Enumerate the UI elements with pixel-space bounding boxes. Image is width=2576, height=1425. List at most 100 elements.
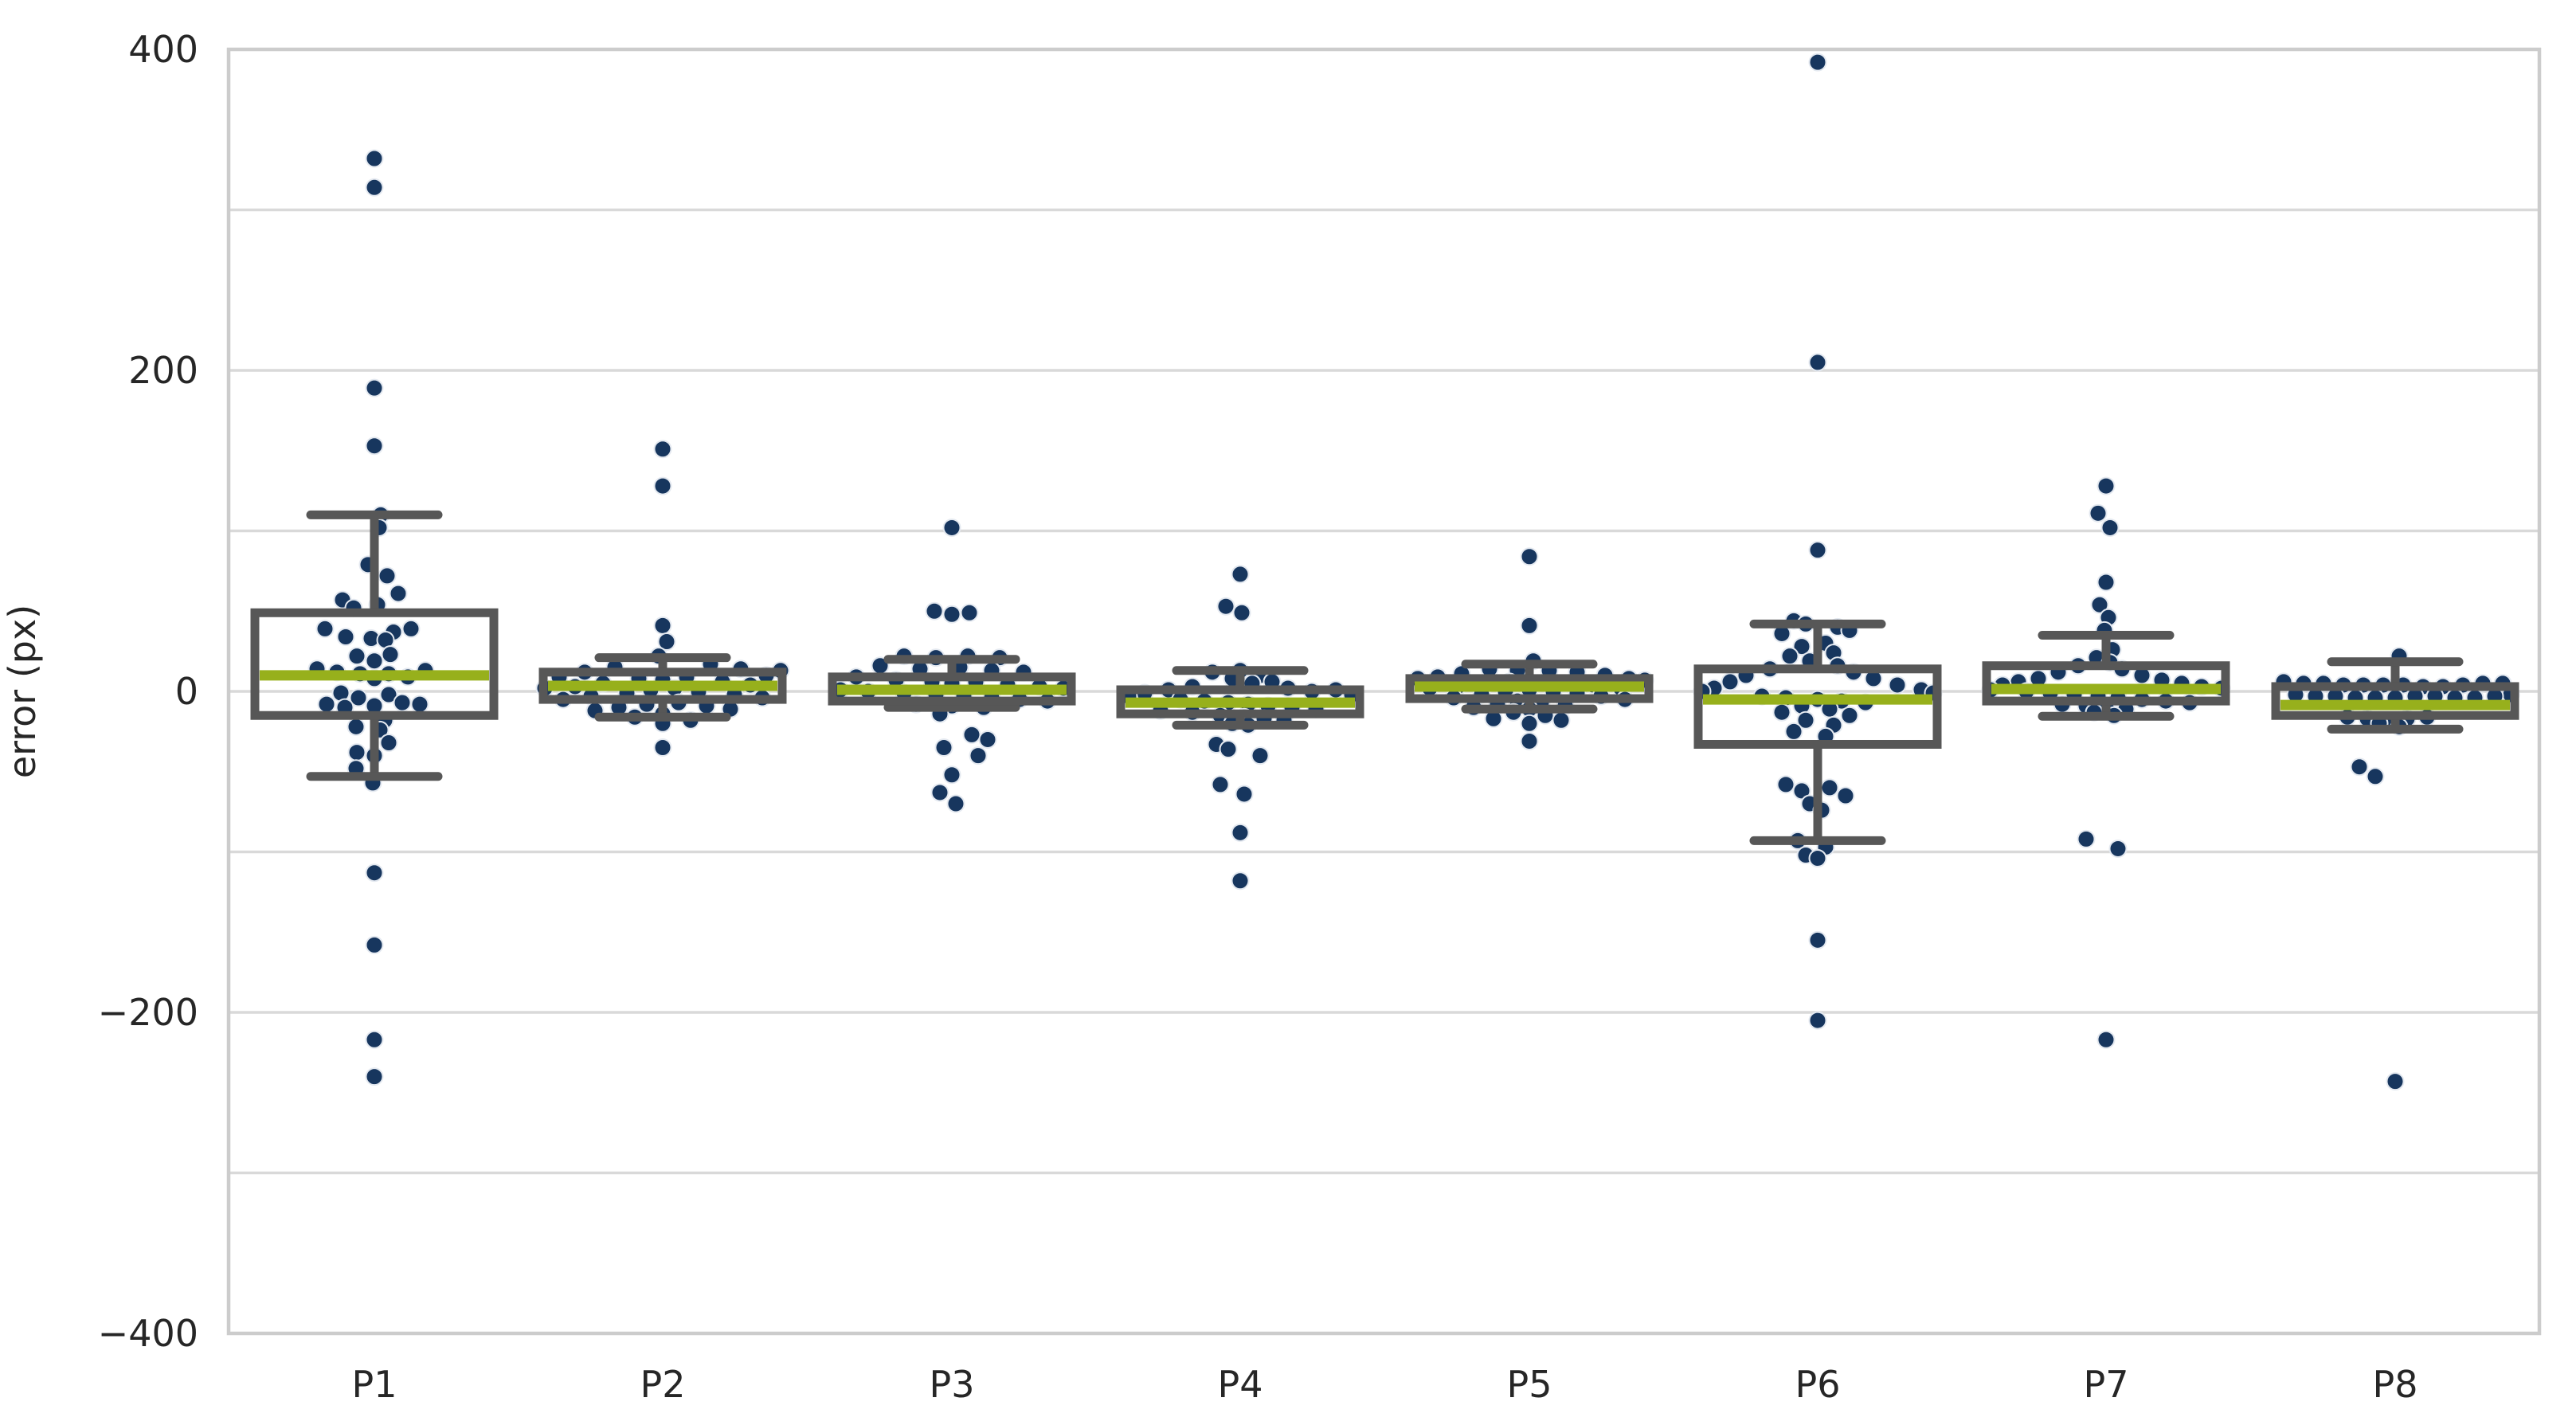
data-point bbox=[1808, 541, 1827, 560]
data-point bbox=[365, 935, 384, 954]
y-tick-label: 200 bbox=[128, 349, 198, 392]
x-tick-label: P1 bbox=[351, 1363, 397, 1406]
data-point bbox=[960, 603, 979, 622]
data-point bbox=[346, 717, 366, 736]
data-point bbox=[657, 632, 676, 652]
data-point bbox=[1520, 547, 1539, 566]
data-point bbox=[930, 783, 949, 802]
y-tick-label: 400 bbox=[128, 28, 198, 71]
y-tick-label: −400 bbox=[98, 1312, 198, 1355]
data-point bbox=[1232, 603, 1251, 622]
box bbox=[1405, 674, 1654, 703]
box bbox=[1116, 685, 1364, 718]
data-point bbox=[347, 647, 366, 666]
data-point bbox=[1520, 731, 1539, 750]
x-tick-label: P5 bbox=[1506, 1363, 1552, 1406]
data-point bbox=[2100, 518, 2120, 537]
data-point bbox=[401, 619, 421, 638]
box bbox=[1693, 664, 1942, 749]
data-point bbox=[1784, 722, 1803, 741]
data-point bbox=[2366, 767, 2385, 786]
data-point bbox=[1820, 778, 1839, 797]
data-point bbox=[365, 1067, 384, 1086]
data-point bbox=[1231, 871, 1250, 891]
data-point bbox=[315, 619, 335, 638]
box bbox=[250, 608, 499, 720]
data-point bbox=[1772, 703, 1791, 722]
data-point bbox=[934, 738, 953, 758]
data-point bbox=[1888, 675, 1907, 695]
data-point bbox=[1235, 785, 1254, 804]
data-point bbox=[1520, 714, 1539, 733]
data-point bbox=[1211, 775, 1230, 794]
data-point bbox=[1840, 706, 1859, 725]
data-point bbox=[336, 627, 355, 646]
data-point bbox=[1721, 672, 1740, 691]
data-point bbox=[1808, 930, 1827, 949]
data-point bbox=[942, 765, 961, 785]
box bbox=[1982, 661, 2230, 706]
data-point bbox=[365, 178, 384, 197]
data-point bbox=[942, 518, 961, 537]
data-point bbox=[653, 476, 672, 495]
data-point bbox=[1808, 53, 1827, 72]
data-point bbox=[393, 693, 412, 712]
data-point bbox=[1808, 1011, 1827, 1030]
x-tick-label: P7 bbox=[2083, 1363, 2128, 1406]
y-tick-label: 0 bbox=[175, 670, 198, 713]
data-point bbox=[1776, 775, 1795, 794]
data-point bbox=[925, 601, 944, 621]
data-point bbox=[2077, 829, 2096, 848]
y-axis-label: error (px) bbox=[1, 605, 44, 778]
data-point bbox=[379, 685, 398, 704]
data-point bbox=[1231, 823, 1250, 842]
data-point bbox=[1520, 616, 1539, 635]
data-point bbox=[2089, 503, 2108, 523]
x-tick-label: P4 bbox=[1217, 1363, 1263, 1406]
data-point bbox=[365, 378, 384, 397]
data-point bbox=[365, 437, 384, 456]
data-point bbox=[1231, 565, 1250, 584]
data-point bbox=[653, 738, 672, 758]
box bbox=[538, 667, 787, 704]
data-point bbox=[2090, 595, 2109, 614]
data-point bbox=[1552, 711, 1571, 730]
plot-border bbox=[226, 47, 2542, 1336]
data-point bbox=[962, 725, 981, 744]
x-tick-label: P2 bbox=[640, 1363, 685, 1406]
data-point bbox=[969, 746, 988, 765]
data-point bbox=[2350, 758, 2369, 777]
data-point bbox=[2096, 476, 2116, 495]
data-point bbox=[1836, 786, 1855, 805]
data-point bbox=[347, 743, 366, 762]
data-point bbox=[1792, 637, 1811, 656]
data-point bbox=[349, 688, 368, 707]
x-tick-label: P8 bbox=[2372, 1363, 2417, 1406]
data-point bbox=[2108, 839, 2128, 858]
data-point bbox=[942, 605, 961, 624]
data-point bbox=[381, 645, 400, 664]
data-point bbox=[389, 584, 408, 603]
data-point bbox=[365, 863, 384, 883]
data-point bbox=[1808, 353, 1827, 372]
data-point bbox=[1219, 740, 1238, 759]
data-point bbox=[1780, 647, 1799, 666]
data-point bbox=[653, 440, 672, 459]
x-tick-label: P3 bbox=[929, 1363, 974, 1406]
y-tick-label: −200 bbox=[98, 991, 198, 1034]
data-point bbox=[410, 695, 429, 714]
data-point bbox=[946, 794, 965, 813]
data-point bbox=[379, 733, 398, 752]
data-point bbox=[1216, 597, 1235, 616]
data-point bbox=[317, 695, 336, 714]
data-point bbox=[1251, 746, 1270, 765]
data-point bbox=[1796, 711, 1815, 730]
data-point bbox=[365, 149, 384, 168]
data-point bbox=[365, 1030, 384, 1049]
box bbox=[828, 672, 1076, 706]
data-point bbox=[2096, 1030, 2116, 1049]
x-tick-label: P6 bbox=[1795, 1363, 1840, 1406]
data-point bbox=[2096, 573, 2116, 592]
